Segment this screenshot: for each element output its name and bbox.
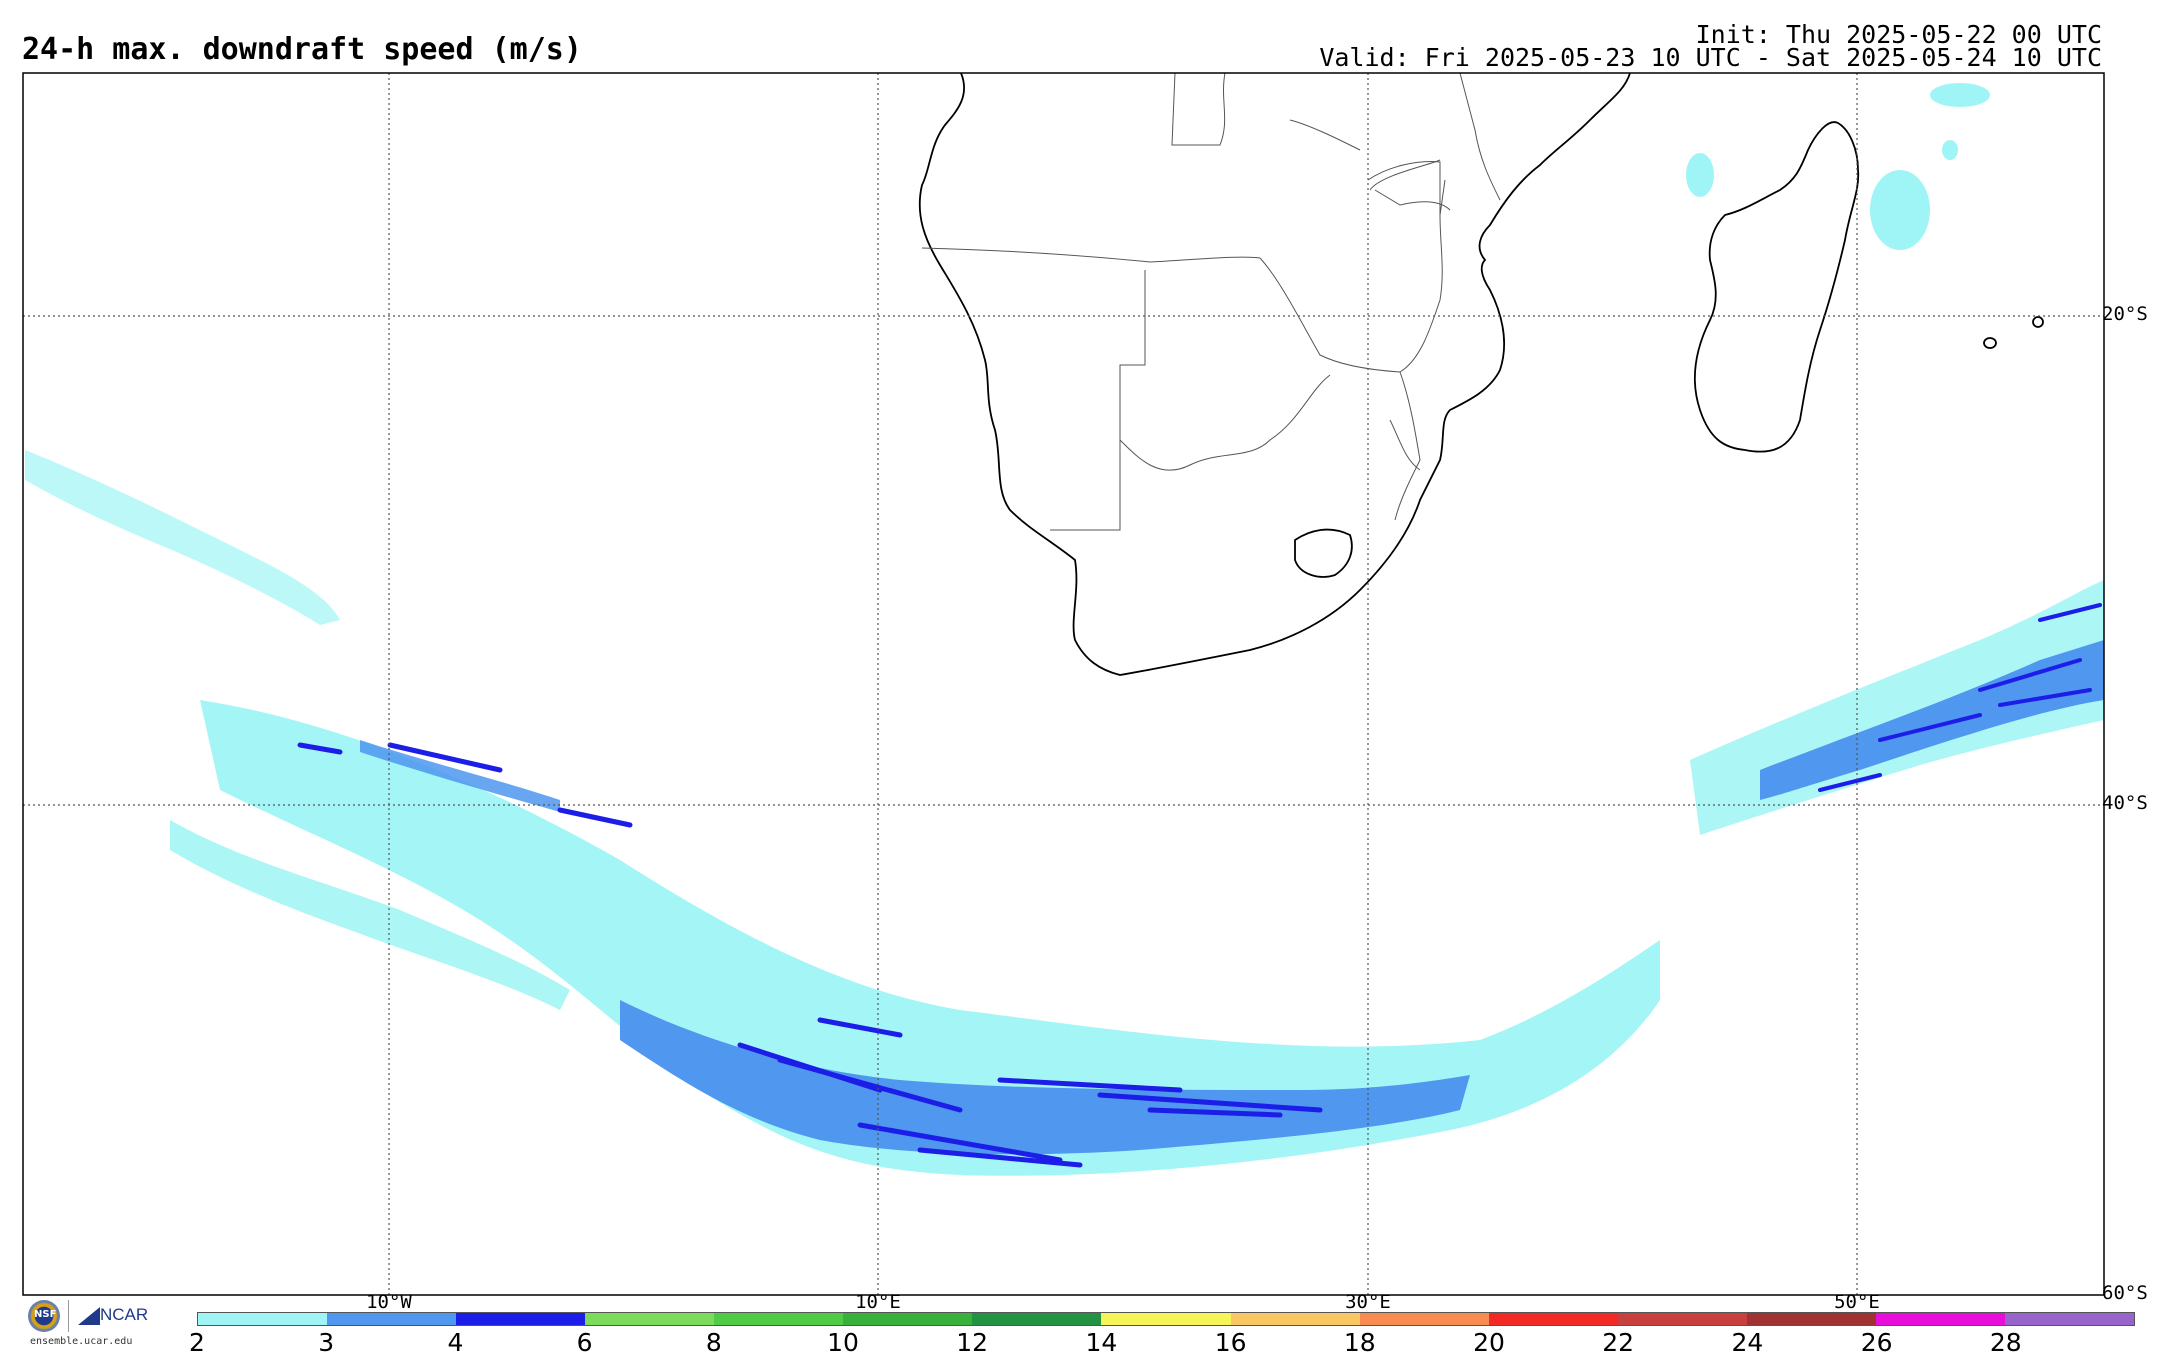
colorbar-segment bbox=[2004, 1313, 2134, 1325]
lon-label-10e: 10°E bbox=[855, 1291, 901, 1313]
plot-title: 24-h max. downdraft speed (m/s) bbox=[22, 32, 582, 67]
colorbar-segment bbox=[1230, 1313, 1360, 1325]
colorbar-segment bbox=[456, 1313, 586, 1325]
colorbar-segment bbox=[972, 1313, 1102, 1325]
downdraft-band-light-west bbox=[170, 820, 570, 1010]
colorbar-tick-label: 28 bbox=[1989, 1328, 2022, 1357]
colorbar-segment bbox=[843, 1313, 973, 1325]
colorbar-segment bbox=[1101, 1313, 1231, 1325]
colorbar bbox=[197, 1312, 2135, 1326]
colorbar-tick-label: 26 bbox=[1860, 1328, 1893, 1357]
colorbar-tick-label: 18 bbox=[1343, 1328, 1376, 1357]
lat-label-20s: 20°S bbox=[2102, 303, 2148, 325]
colorbar-tick-label: 12 bbox=[956, 1328, 989, 1357]
colorbar-segment bbox=[585, 1313, 715, 1325]
colorbar-segment bbox=[1875, 1313, 2005, 1325]
colorbar-segment bbox=[198, 1313, 328, 1325]
downdraft-scatter-ne bbox=[1686, 83, 1990, 250]
mauritius bbox=[1983, 337, 1997, 349]
lon-label-10w: 10°W bbox=[366, 1291, 412, 1313]
downdraft-band-light bbox=[200, 700, 1660, 1176]
borders bbox=[921, 73, 1501, 531]
logo-divider bbox=[68, 1300, 69, 1332]
madagascar-coast bbox=[1693, 121, 1860, 453]
map-frame bbox=[22, 72, 2105, 1296]
lesotho bbox=[1294, 528, 1353, 578]
colorbar-tick-label: 20 bbox=[1473, 1328, 1505, 1357]
colorbar-tick-label: 2 bbox=[189, 1328, 205, 1357]
colorbar-segment bbox=[1746, 1313, 1876, 1325]
ncar-logo-text: NCAR bbox=[100, 1305, 149, 1324]
nsf-logo-text: NSF bbox=[34, 1309, 57, 1320]
coastlines bbox=[918, 73, 2044, 676]
colorbar-tick-label: 4 bbox=[447, 1328, 464, 1357]
colorbar-tick-label: 8 bbox=[705, 1328, 722, 1357]
colorbar-tick-label: 14 bbox=[1085, 1328, 1118, 1357]
lon-label-30e: 30°E bbox=[1345, 1291, 1391, 1313]
nsf-logo: NSF bbox=[28, 1300, 60, 1332]
colorbar-tick-label: 24 bbox=[1731, 1328, 1764, 1357]
colorbar-tick-label: 10 bbox=[827, 1328, 859, 1357]
reunion bbox=[2032, 316, 2044, 328]
valid-time: Valid: Fri 2025-05-23 10 UTC - Sat 2025-… bbox=[1319, 43, 2102, 72]
colorbar-tick-label: 3 bbox=[318, 1328, 335, 1357]
init-time: Init: Thu 2025-05-22 00 UTC bbox=[1695, 20, 2102, 49]
logo-url: ensemble.ucar.edu bbox=[30, 1336, 133, 1347]
downdraft-streaks-east bbox=[1818, 603, 2102, 792]
gridlines bbox=[23, 73, 2104, 1295]
ncar-logo-icon bbox=[78, 1307, 100, 1325]
africa-coast bbox=[918, 73, 1631, 676]
lat-label-40s: 40°S bbox=[2102, 792, 2148, 814]
colorbar-segment bbox=[714, 1313, 844, 1325]
downdraft-streaks-dark bbox=[297, 742, 1323, 1168]
colorbar-segment bbox=[1359, 1313, 1489, 1325]
colorbar-segment bbox=[327, 1313, 457, 1325]
colorbar-segment bbox=[1617, 1313, 1747, 1325]
colorbar-tick-label: 16 bbox=[1214, 1328, 1247, 1357]
downdraft-field bbox=[25, 83, 2104, 1176]
downdraft-band-medium-2 bbox=[360, 740, 560, 812]
colorbar-tick-label: 6 bbox=[576, 1328, 593, 1357]
colorbar-tick-label: 22 bbox=[1602, 1328, 1635, 1357]
lat-label-60s: 60°S bbox=[2102, 1282, 2148, 1304]
downdraft-band-light-nw bbox=[25, 450, 340, 625]
colorbar-segment bbox=[1488, 1313, 1618, 1325]
lon-label-50e: 50°E bbox=[1834, 1291, 1880, 1313]
